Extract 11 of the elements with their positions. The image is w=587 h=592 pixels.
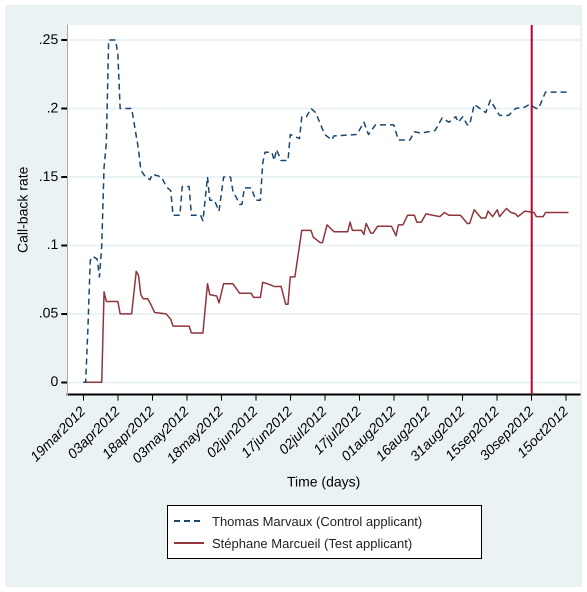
legend-label: Stéphane Marcueil (Test applicant) — [212, 536, 412, 550]
y-tick-label: .2 — [46, 99, 58, 116]
legend-label: Thomas Marvaux (Control applicant) — [212, 514, 422, 528]
y-tick-label: .05 — [38, 304, 58, 321]
y-tick-label: 0 — [50, 373, 58, 390]
y-tick-label: .15 — [38, 168, 58, 184]
x-axis-title: Time (days) — [286, 473, 360, 490]
y-tick-label: .25 — [38, 30, 58, 47]
y-axis-title: Call-back rate — [14, 166, 30, 253]
line-series — [82, 39, 570, 384]
y-tick-label: .1 — [46, 236, 58, 252]
